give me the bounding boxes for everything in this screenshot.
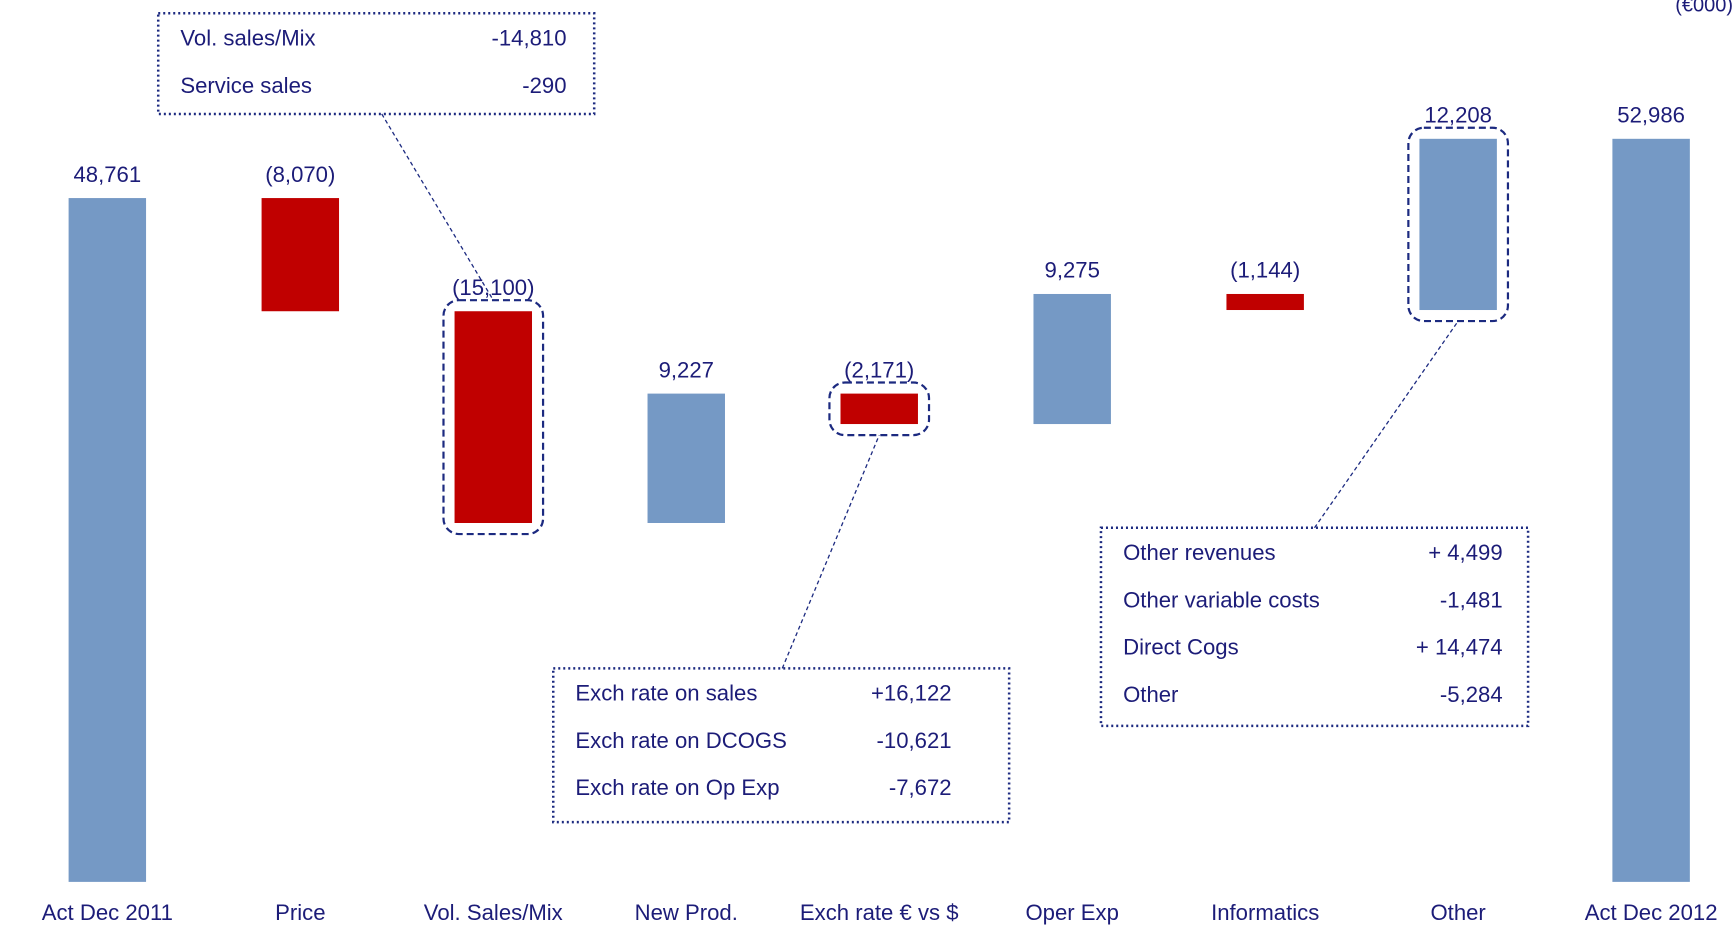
callout-label: Other revenues	[1123, 540, 1276, 565]
bar	[1226, 293, 1304, 311]
callout-value: -1,481	[1440, 587, 1503, 612]
category-label: Oper Exp	[1025, 900, 1118, 925]
callout-value: -14,810	[491, 26, 566, 51]
callout-label: Exch rate on Op Exp	[575, 775, 779, 800]
callout-box	[156, 12, 596, 116]
callout-value: -10,621	[877, 728, 952, 753]
callout-box	[1099, 526, 1530, 728]
category-label: Act Dec 2011	[42, 900, 173, 925]
bar	[647, 393, 725, 523]
value-label: 52,986	[1617, 103, 1685, 128]
leader-line	[1313, 320, 1459, 529]
value-label: 9,227	[659, 357, 714, 382]
bar	[454, 311, 533, 523]
callout-label: Other	[1123, 682, 1178, 707]
highlight-box	[1407, 126, 1510, 323]
callout-label: Other variable costs	[1123, 587, 1320, 612]
callout-label: Exch rate on sales	[575, 681, 757, 706]
category-label: Informatics	[1211, 900, 1319, 925]
callout-label: Direct Cogs	[1123, 635, 1239, 660]
bar	[1033, 293, 1111, 425]
category-label: Act Dec 2012	[1585, 900, 1718, 925]
bar	[1612, 138, 1690, 882]
callout-value: + 4,499	[1428, 540, 1502, 565]
leader-line	[781, 434, 880, 669]
callout-value: -7,672	[889, 775, 952, 800]
value-label: (15,100)	[452, 275, 534, 300]
callout-label: Vol. sales/Mix	[180, 26, 315, 51]
unit-label: (€000)	[1675, 0, 1733, 16]
category-label: Other	[1430, 900, 1485, 925]
callout-label: Service sales	[180, 73, 312, 98]
value-label: (1,144)	[1230, 258, 1300, 283]
category-label: Exch rate € vs $	[800, 900, 959, 925]
bar	[261, 198, 340, 312]
value-label: 12,208	[1424, 103, 1492, 128]
bar	[1419, 138, 1497, 311]
callout-value: -290	[522, 73, 566, 98]
category-label: Price	[275, 900, 325, 925]
bar	[68, 198, 147, 882]
callout-value: + 14,474	[1416, 635, 1503, 660]
leader-line	[381, 113, 494, 301]
value-label: (2,171)	[844, 357, 914, 382]
bar	[840, 393, 918, 425]
callout-value: +16,122	[871, 681, 952, 706]
value-label: 9,275	[1045, 258, 1100, 283]
callout-label: Exch rate on DCOGS	[575, 728, 787, 753]
value-label: 48,761	[73, 162, 141, 187]
category-label: New Prod.	[635, 900, 738, 925]
category-label: Vol. Sales/Mix	[424, 900, 563, 925]
callout-value: -5,284	[1440, 682, 1503, 707]
highlight-box	[828, 381, 931, 437]
value-label: (8,070)	[265, 162, 335, 187]
